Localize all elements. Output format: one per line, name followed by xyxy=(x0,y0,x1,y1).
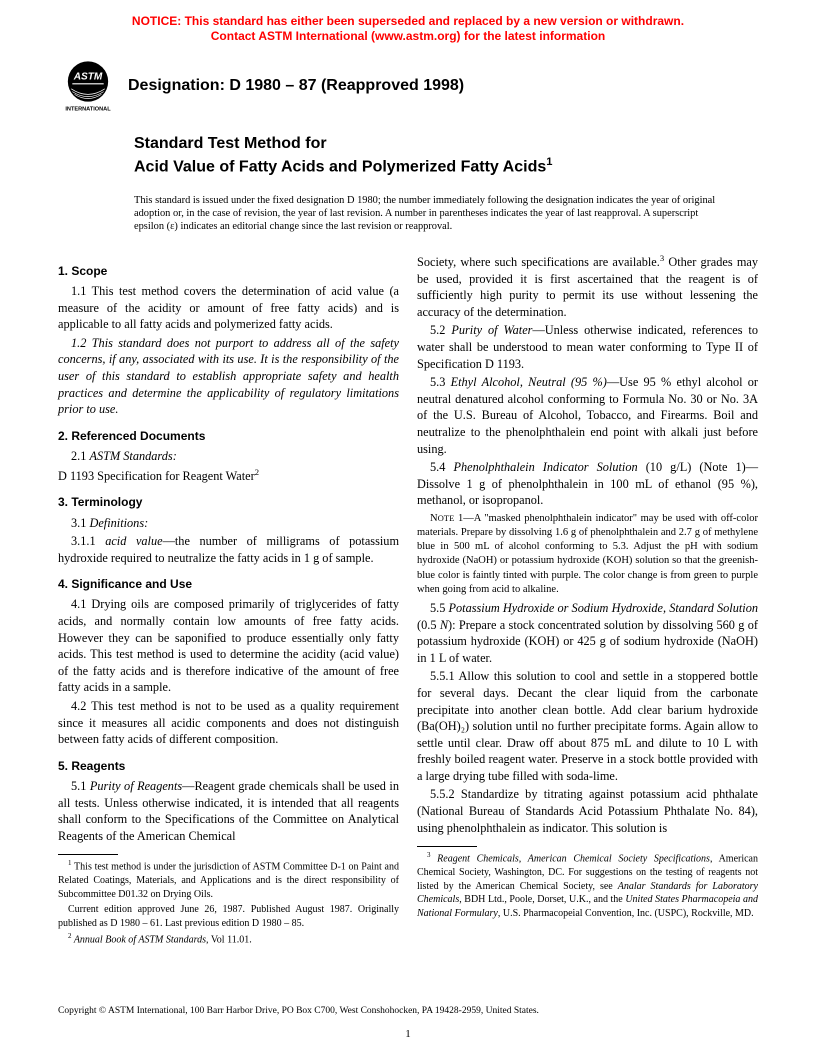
para-1-1: 1.1 This test method covers the determin… xyxy=(58,283,399,333)
footnotes-left: 1 This test method is under the jurisdic… xyxy=(58,859,399,947)
footnote-rule-left xyxy=(58,854,118,855)
title-block: Standard Test Method for Acid Value of F… xyxy=(0,114,816,184)
footnote-2: 2 Annual Book of ASTM Standards, Vol 11.… xyxy=(58,932,399,947)
section-4-head: 4. Significance and Use xyxy=(58,576,399,592)
para-4-2: 4.2 This test method is not to be used a… xyxy=(58,698,399,748)
section-1-head: 1. Scope xyxy=(58,263,399,279)
body-columns: 1. Scope 1.1 This test method covers the… xyxy=(0,245,816,949)
astm-logo: ASTM INTERNATIONAL xyxy=(60,58,116,114)
notice-line2: Contact ASTM International (www.astm.org… xyxy=(211,29,605,43)
note-1: NOTE 1—A "masked phenolphthalein indicat… xyxy=(417,512,758,597)
para-5-5-1: 5.5.1 Allow this solution to cool and se… xyxy=(417,668,758,784)
title-line2: Acid Value of Fatty Acids and Polymerize… xyxy=(134,155,756,178)
para-1-2: 1.2 This standard does not purport to ad… xyxy=(58,335,399,418)
right-column: Society, where such specifications are a… xyxy=(417,253,758,949)
para-5-3: 5.3 Ethyl Alcohol, Neutral (95 %)—Use 95… xyxy=(417,374,758,457)
section-5-head: 5. Reagents xyxy=(58,758,399,774)
header-row: ASTM INTERNATIONAL Designation: D 1980 –… xyxy=(0,50,816,114)
title-main: Acid Value of Fatty Acids and Polymerize… xyxy=(134,158,546,175)
footnote-rule-right xyxy=(417,846,477,847)
para-d1193: D 1193 Specification for Reagent Water2 xyxy=(58,467,399,485)
left-column: 1. Scope 1.1 This test method covers the… xyxy=(58,253,399,949)
copyright-line: Copyright © ASTM International, 100 Barr… xyxy=(0,1005,816,1018)
title-line1: Standard Test Method for xyxy=(134,134,756,155)
issuance-note: This standard is issued under the fixed … xyxy=(0,184,816,245)
footnotes-right: 3 Reagent Chemicals, American Chemical S… xyxy=(417,851,758,920)
para-3-1-1: 3.1.1 acid value—the number of milligram… xyxy=(58,533,399,566)
para-5-5: 5.5 Potassium Hydroxide or Sodium Hydrox… xyxy=(417,600,758,666)
footnote-3: 3 Reagent Chemicals, American Chemical S… xyxy=(417,851,758,920)
footnote-1b: Current edition approved June 26, 1987. … xyxy=(58,903,399,930)
svg-text:ASTM: ASTM xyxy=(73,71,103,82)
para-5-1-cont: Society, where such specifications are a… xyxy=(417,253,758,320)
para-3-1: 3.1 Definitions: xyxy=(58,515,399,532)
title-sup: 1 xyxy=(546,156,552,168)
para-5-4: 5.4 Phenolphthalein Indicator Solution (… xyxy=(417,459,758,509)
designation: Designation: D 1980 – 87 (Reapproved 199… xyxy=(128,75,464,97)
page-number: 1 xyxy=(0,1027,816,1042)
svg-text:INTERNATIONAL: INTERNATIONAL xyxy=(65,107,111,113)
footnote-1: 1 This test method is under the jurisdic… xyxy=(58,859,399,901)
notice-banner: NOTICE: This standard has either been su… xyxy=(0,0,816,50)
para-5-5-2: 5.5.2 Standardize by titrating against p… xyxy=(417,786,758,836)
notice-line1: NOTICE: This standard has either been su… xyxy=(132,14,684,28)
section-2-head: 2. Referenced Documents xyxy=(58,428,399,444)
para-2-1: 2.1 ASTM Standards: xyxy=(58,448,399,465)
para-5-2: 5.2 Purity of Water—Unless otherwise ind… xyxy=(417,322,758,372)
section-3-head: 3. Terminology xyxy=(58,494,399,510)
para-5-1: 5.1 Purity of Reagents—Reagent grade che… xyxy=(58,778,399,844)
para-4-1: 4.1 Drying oils are composed primarily o… xyxy=(58,596,399,696)
